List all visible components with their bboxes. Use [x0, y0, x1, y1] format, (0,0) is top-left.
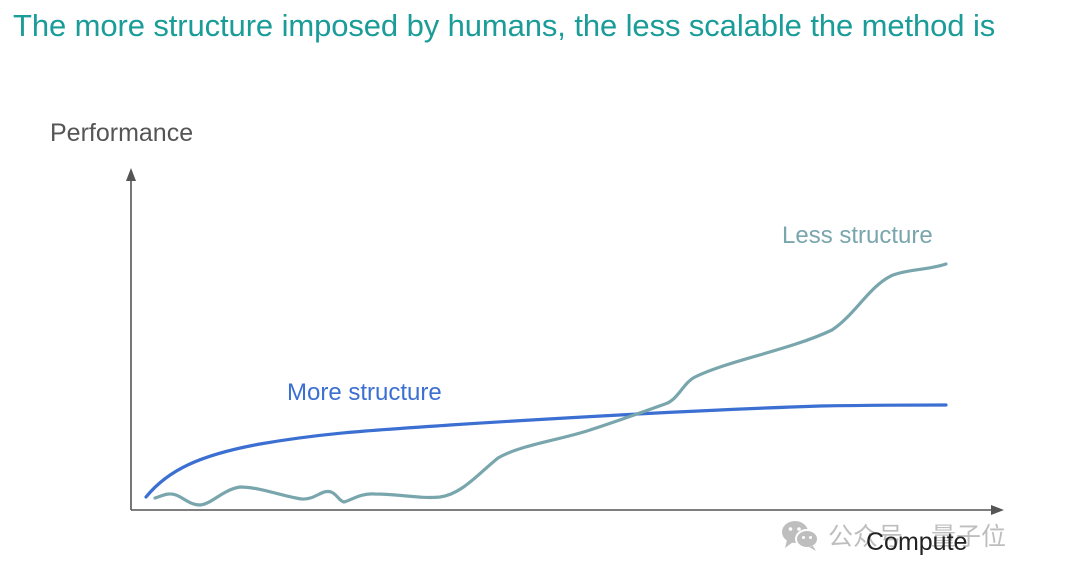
watermark-text-right: 量子位: [931, 523, 1007, 551]
more-structure-curve: [144, 403, 948, 499]
less-structure-curve: [153, 262, 948, 507]
x-axis-label: Compute: [866, 528, 968, 556]
slide-title: The more structure imposed by humans, th…: [13, 8, 996, 43]
watermark: 公众号 量子位: [780, 519, 1006, 555]
y-axis-arrow: [126, 168, 136, 181]
less-structure-label: Less structure: [782, 222, 933, 249]
watermark-text-left: 公众号: [828, 523, 904, 551]
x-axis-arrow: [991, 505, 1004, 515]
wechat-icon: [780, 518, 820, 557]
more-structure-label: More structure: [287, 379, 442, 406]
y-axis-label: Performance: [50, 119, 194, 147]
